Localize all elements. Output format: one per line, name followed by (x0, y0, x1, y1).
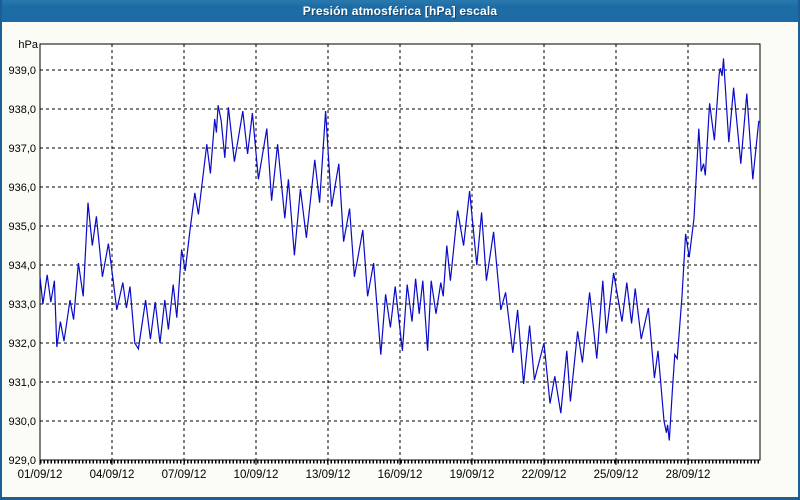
y-tick-label: 935,0 (8, 221, 36, 233)
chart-area: hPa 939,0 938,0 937,0 936,0 935,0 934,0 933,0 9… (2, 22, 798, 497)
x-tick-label: 28/09/12 (666, 469, 711, 481)
title-bar: Presión atmosférica [hPa] escala (2, 0, 798, 22)
y-tick-label: 932,0 (8, 338, 36, 350)
y-axis-unit-label: hPa (18, 39, 38, 51)
y-tick-label: 939,0 (8, 65, 36, 77)
x-tick-label: 10/09/12 (234, 469, 279, 481)
x-tick-label: 16/09/12 (378, 469, 423, 481)
x-tick-label: 19/09/12 (450, 469, 495, 481)
y-tick-label: 934,0 (8, 260, 36, 272)
x-tick-label: 13/09/12 (306, 469, 351, 481)
y-tick-label: 930,0 (8, 416, 36, 428)
chart-title: Presión atmosférica [hPa] escala (302, 4, 498, 18)
y-tick-label: 933,0 (8, 299, 36, 311)
y-tick-label: 929,0 (8, 455, 36, 467)
y-tick-label: 938,0 (8, 104, 36, 116)
y-tick-label: 936,0 (8, 182, 36, 194)
pressure-series-line (39, 58, 760, 441)
x-tick-label: 07/09/12 (162, 469, 207, 481)
x-tick-label: 04/09/12 (90, 469, 135, 481)
x-tick-label: 25/09/12 (594, 469, 639, 481)
y-tick-label: 937,0 (8, 143, 36, 155)
plot-frame (39, 43, 761, 461)
plot-background (40, 44, 760, 460)
x-tick-label: 22/09/12 (522, 469, 567, 481)
pressure-chart: 939,0 938,0 937,0 936,0 935,0 934,0 933,0 932,0… (8, 43, 761, 481)
x-tick-label: 01/09/12 (18, 469, 63, 481)
y-tick-label: 931,0 (8, 377, 36, 389)
